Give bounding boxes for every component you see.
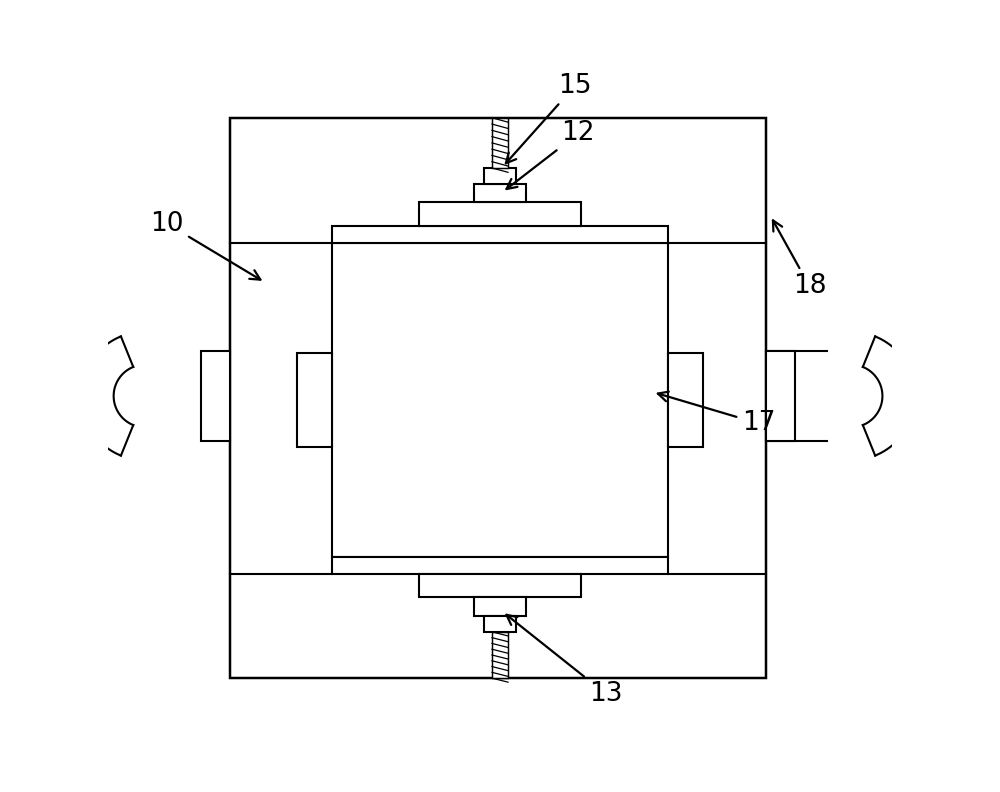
Bar xyxy=(419,203,581,226)
Bar xyxy=(492,632,508,678)
Bar xyxy=(419,574,581,597)
Bar xyxy=(230,118,766,678)
Text: 15: 15 xyxy=(506,74,591,163)
Text: 13: 13 xyxy=(506,615,623,706)
Text: 12: 12 xyxy=(507,120,595,189)
Bar xyxy=(332,243,668,557)
Bar xyxy=(484,168,516,184)
Bar xyxy=(332,226,668,243)
Bar xyxy=(332,557,668,574)
Text: 17: 17 xyxy=(658,391,775,436)
Bar xyxy=(766,351,795,441)
Bar xyxy=(492,118,508,168)
Text: 10: 10 xyxy=(150,211,260,280)
Bar xyxy=(474,597,526,616)
Bar xyxy=(474,184,526,203)
Bar xyxy=(297,353,332,447)
Bar xyxy=(484,616,516,632)
Text: 18: 18 xyxy=(773,220,826,299)
Bar xyxy=(668,353,703,447)
Bar xyxy=(201,351,230,441)
